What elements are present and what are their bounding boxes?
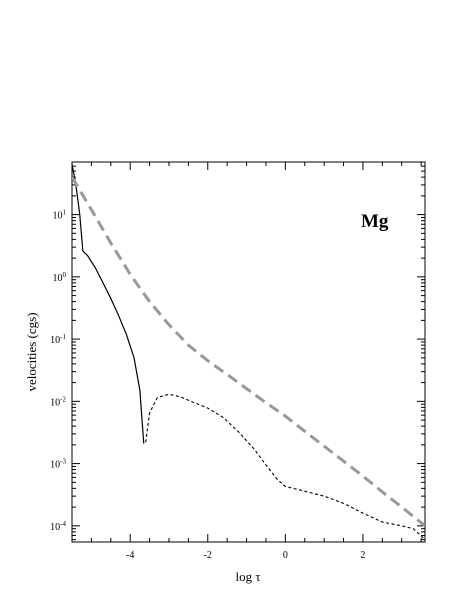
x-axis-title: log τ: [235, 569, 260, 584]
y-tick-label: 100: [53, 271, 67, 284]
y-tick-label: 10-4: [50, 520, 66, 533]
series-line-3: [72, 176, 425, 528]
tick-labels: -4 -2 0 2 10-4 10-3 10-2 10-1 100 101: [50, 209, 365, 561]
plot-frame: [71, 161, 426, 543]
y-tick-label: 101: [53, 209, 67, 222]
series-line-2: [145, 393, 425, 541]
ticks: [71, 161, 425, 542]
y-tick-label: 10-1: [50, 333, 66, 346]
y-tick-label: 10-3: [50, 458, 66, 471]
y-tick-label: 10-2: [50, 395, 66, 408]
x-tick-label: -2: [204, 550, 212, 561]
series-layer: [72, 163, 425, 541]
x-tick-label: 0: [283, 550, 288, 561]
x-tick-label: -4: [126, 550, 134, 561]
x-tick-label: 2: [360, 550, 365, 561]
element-annotation: Mg: [361, 211, 389, 232]
y-axis-title: velocities (cgs): [24, 312, 39, 391]
series-line-1: [72, 163, 145, 444]
